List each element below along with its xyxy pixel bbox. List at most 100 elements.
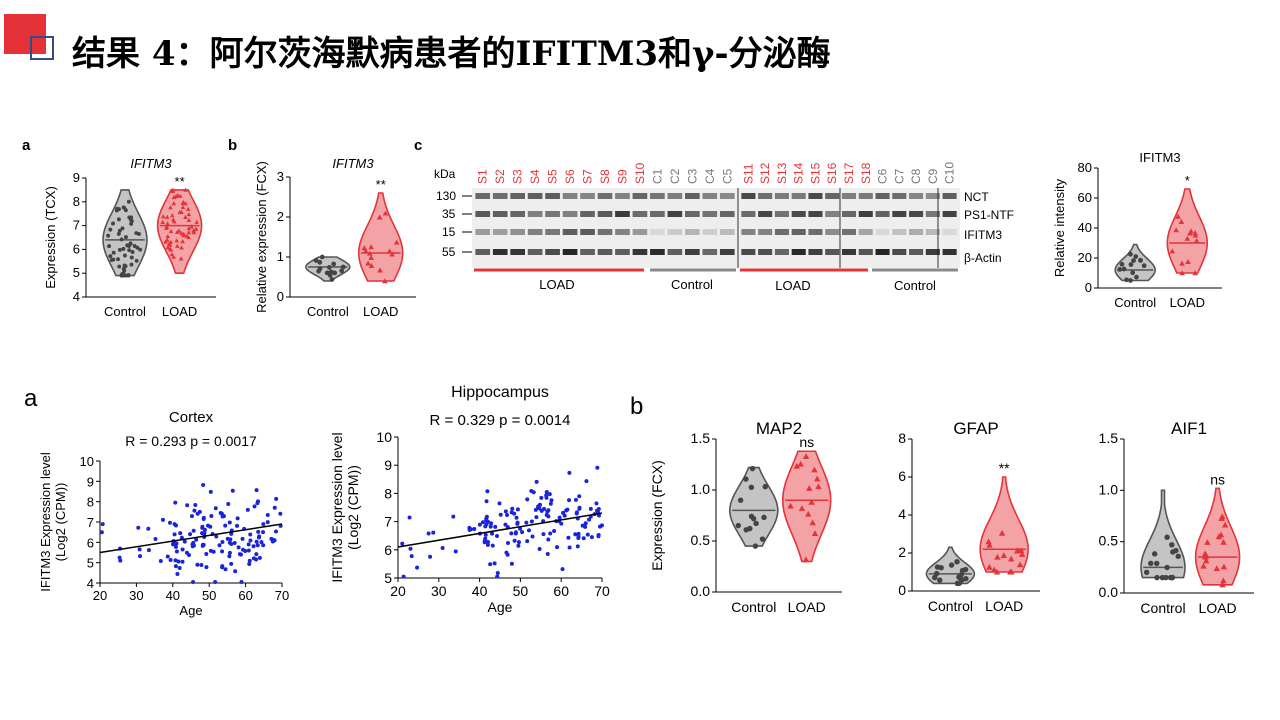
data-point (241, 547, 246, 552)
y-tick-label: 9 (384, 457, 392, 473)
data-point (365, 260, 371, 266)
data-point (177, 209, 183, 215)
blot-band (791, 229, 806, 235)
lane-label: C8 (909, 168, 923, 184)
blot-band (562, 211, 578, 217)
data-point (368, 244, 374, 250)
y-tick-label: 0.0 (691, 583, 711, 599)
data-point (326, 265, 332, 270)
data-point (256, 499, 261, 504)
y-tick-label: 9 (73, 170, 80, 185)
data-point (752, 543, 759, 549)
data-point (332, 270, 338, 276)
data-point (735, 522, 741, 529)
data-point (179, 535, 184, 540)
data-point (802, 453, 810, 460)
y-tick-label: 20 (1078, 250, 1092, 265)
violin-chart-map2: 0.0 0.5 1.0 1.5 MAP2 Expression (FCX) Control L… (649, 419, 842, 615)
blot-band (492, 249, 508, 255)
data-point (537, 546, 542, 551)
data-point (121, 246, 126, 251)
y-tick-label: 8 (87, 495, 94, 510)
blot-band (909, 211, 924, 217)
data-point (238, 552, 243, 557)
x-tick-label: 60 (553, 583, 569, 599)
lane-label: C5 (720, 168, 734, 184)
blot-band (632, 249, 648, 255)
blot-band (527, 249, 543, 255)
y-tick-label: 0 (277, 289, 284, 304)
data-point (228, 537, 233, 542)
stats-annotation: R = 0.329 p = 0.0014 (430, 412, 571, 429)
blot-band (825, 249, 840, 255)
y-axis-label: Relative intensity (1052, 178, 1067, 277)
data-point (160, 214, 166, 219)
data-point (183, 214, 188, 219)
data-point (116, 231, 121, 236)
data-point (316, 268, 322, 274)
data-point (1220, 563, 1228, 570)
lane-label: S18 (859, 162, 873, 184)
data-point (483, 536, 488, 541)
data-point (217, 543, 222, 548)
blot-band (774, 193, 789, 199)
data-point (546, 514, 551, 519)
data-point (111, 221, 115, 226)
y-tick-label: 60 (1078, 190, 1092, 205)
blot-band (825, 229, 840, 235)
lane-label: S6 (563, 169, 577, 184)
data-point (111, 257, 116, 262)
data-point (1163, 574, 1169, 581)
blot-band (942, 229, 957, 235)
data-point (589, 535, 594, 540)
blot-band (925, 211, 940, 217)
data-point (100, 522, 105, 527)
data-point (1128, 262, 1134, 267)
data-point (583, 521, 588, 526)
data-point (552, 529, 557, 534)
violin-control (1114, 243, 1157, 282)
data-point (189, 224, 194, 229)
data-point (175, 192, 181, 197)
y-tick-label: 4 (73, 289, 80, 304)
data-point (274, 496, 279, 501)
lane-label: C9 (926, 168, 940, 184)
blot-band (719, 249, 735, 255)
lane-label: C2 (668, 168, 682, 184)
data-point (1143, 569, 1150, 576)
data-point (440, 545, 445, 550)
blot-band (925, 193, 940, 199)
data-point (1128, 251, 1133, 257)
chart-title: MAP2 (756, 419, 802, 438)
blot-band (909, 229, 924, 235)
data-point (127, 215, 132, 220)
data-point (127, 244, 131, 248)
data-point (146, 526, 151, 531)
data-point (516, 543, 521, 548)
data-point (129, 255, 134, 260)
data-point (171, 194, 177, 200)
data-point (254, 539, 259, 544)
data-point (495, 571, 500, 576)
data-point (505, 552, 510, 557)
panel-label-a: a (22, 137, 31, 154)
data-point (111, 250, 116, 255)
blot-band (510, 249, 526, 255)
data-point (956, 580, 963, 586)
data-point (495, 574, 500, 579)
y-tick-label: 0.5 (691, 532, 711, 548)
data-point (1213, 565, 1221, 572)
y-tick-label: 5 (384, 570, 392, 586)
data-point (246, 542, 251, 547)
data-point (246, 548, 251, 553)
blot-band (758, 193, 773, 199)
data-point (317, 259, 323, 265)
lane-label: S3 (511, 169, 525, 184)
blot-band (741, 229, 756, 235)
data-point (1219, 581, 1226, 588)
blot-band (808, 249, 823, 255)
data-point (541, 532, 546, 537)
blot-band (527, 193, 543, 199)
lane-label: C6 (876, 168, 890, 184)
kda-label: kDa (434, 167, 456, 181)
